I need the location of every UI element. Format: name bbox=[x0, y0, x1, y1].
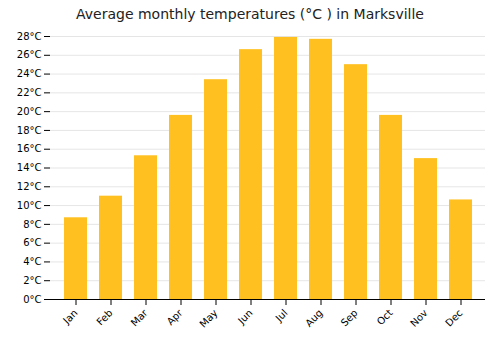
svg-text:8°C: 8°C bbox=[23, 219, 41, 230]
svg-text:24°C: 24°C bbox=[17, 68, 42, 79]
svg-text:16°C: 16°C bbox=[17, 143, 42, 154]
svg-text:Jul: Jul bbox=[273, 307, 290, 324]
svg-text:Aug: Aug bbox=[303, 307, 325, 329]
svg-text:2°C: 2°C bbox=[23, 275, 41, 286]
svg-text:May: May bbox=[197, 307, 219, 329]
svg-text:Apr: Apr bbox=[165, 307, 186, 328]
svg-text:20°C: 20°C bbox=[17, 106, 42, 117]
svg-text:28°C: 28°C bbox=[17, 31, 42, 42]
svg-text:Sep: Sep bbox=[339, 307, 360, 328]
svg-text:Jun: Jun bbox=[235, 307, 255, 327]
svg-text:Nov: Nov bbox=[408, 307, 430, 329]
svg-text:6°C: 6°C bbox=[23, 237, 41, 248]
svg-text:0°C: 0°C bbox=[23, 294, 41, 305]
svg-text:Dec: Dec bbox=[443, 307, 464, 328]
svg-text:Mar: Mar bbox=[129, 307, 151, 329]
svg-text:10°C: 10°C bbox=[17, 200, 42, 211]
svg-text:Oct: Oct bbox=[375, 307, 395, 327]
svg-text:12°C: 12°C bbox=[17, 181, 42, 192]
svg-text:Feb: Feb bbox=[94, 307, 114, 327]
svg-text:18°C: 18°C bbox=[17, 125, 42, 136]
svg-text:14°C: 14°C bbox=[17, 162, 42, 173]
svg-text:4°C: 4°C bbox=[23, 256, 41, 267]
svg-text:22°C: 22°C bbox=[17, 87, 42, 98]
svg-text:Jan: Jan bbox=[60, 307, 79, 326]
html-text:Average monthly temperatures (: Average monthly temperatures (°C ) in Ma… bbox=[76, 6, 424, 22]
svg-text:26°C: 26°C bbox=[17, 49, 42, 60]
